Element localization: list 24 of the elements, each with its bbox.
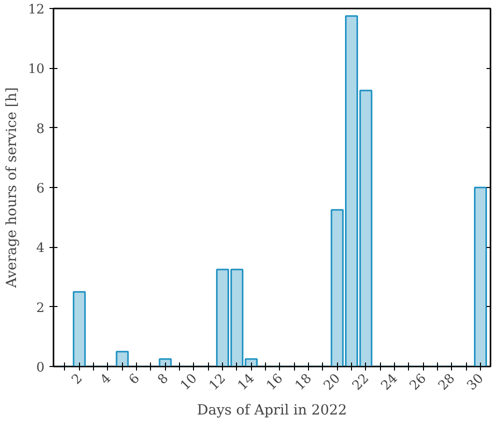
- x-tick-label: 8: [155, 371, 172, 388]
- x-tick-label: 14: [235, 371, 258, 394]
- y-tick-label: 4: [36, 241, 45, 256]
- x-tick-label: 12: [206, 371, 229, 394]
- x-tick-label: 24: [378, 371, 401, 394]
- x-axis-title: Days of April in 2022: [197, 402, 347, 418]
- y-tick-label: 12: [28, 2, 45, 18]
- y-tick-label: 2: [36, 300, 45, 316]
- x-tick-label: 6: [126, 371, 143, 388]
- x-tick-label: 26: [407, 371, 430, 394]
- y-tick-label: 10: [28, 62, 45, 78]
- y-tick-label: 6: [36, 182, 45, 196]
- y-tick-label: 8: [36, 122, 45, 137]
- y-axis-title: Average hours of service [h]: [4, 87, 20, 289]
- x-tick-label: 20: [321, 371, 344, 394]
- x-tick-label: 4: [98, 371, 114, 388]
- x-tick-label: 2: [69, 371, 86, 388]
- x-tick-label: 28: [436, 371, 458, 394]
- y-tick-label: 0: [36, 360, 45, 376]
- x-tick-label: 18: [292, 371, 315, 394]
- x-tick-label: 10: [178, 371, 200, 394]
- x-tick-label: 16: [264, 371, 286, 394]
- x-tick-label: 22: [350, 371, 372, 394]
- x-tick-label: 30: [464, 371, 487, 394]
